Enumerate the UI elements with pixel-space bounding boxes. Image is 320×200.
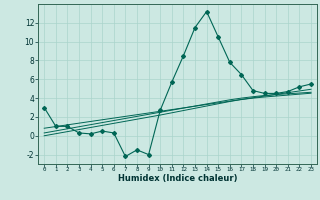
X-axis label: Humidex (Indice chaleur): Humidex (Indice chaleur): [118, 174, 237, 183]
